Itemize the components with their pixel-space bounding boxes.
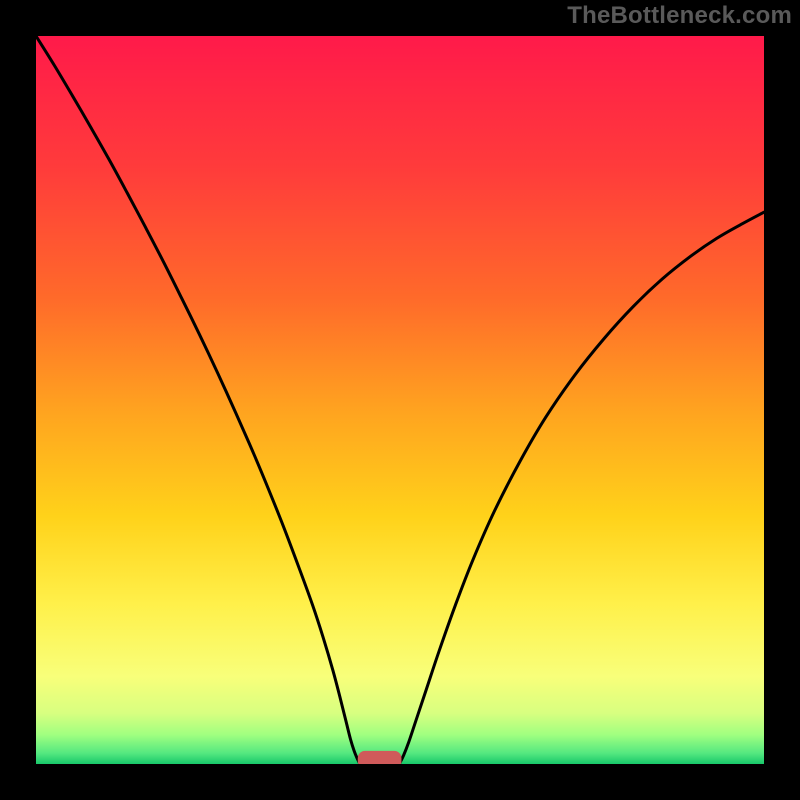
gradient-background <box>36 36 764 764</box>
plot-area <box>36 36 764 764</box>
vertex-marker <box>358 751 402 764</box>
watermark-text: TheBottleneck.com <box>567 2 792 30</box>
bottleneck-chart <box>36 36 764 764</box>
chart-frame: TheBottleneck.com <box>0 0 800 800</box>
